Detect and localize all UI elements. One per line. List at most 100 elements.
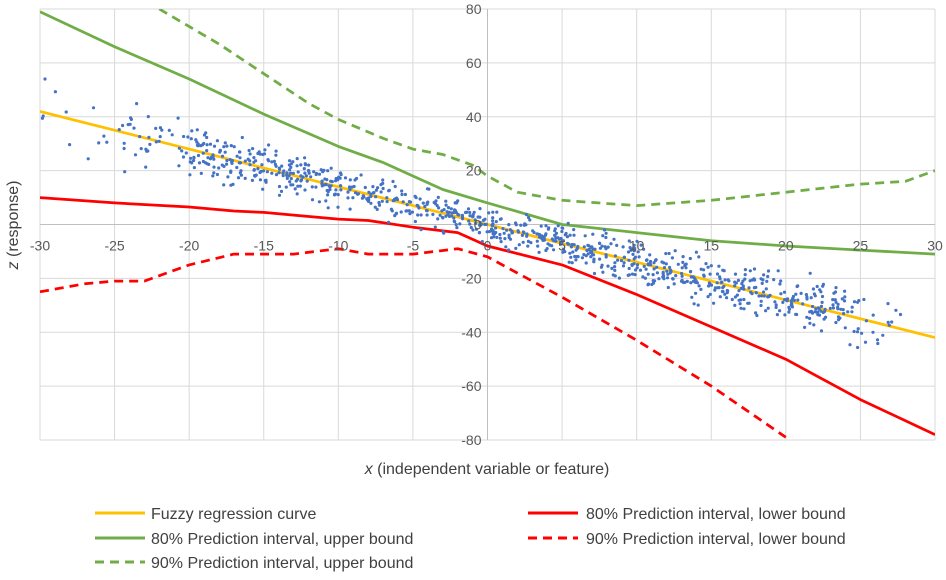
scatter-point bbox=[296, 170, 300, 174]
scatter-point bbox=[250, 178, 254, 182]
scatter-point bbox=[565, 241, 570, 245]
scatter-point bbox=[848, 343, 852, 347]
scatter-point bbox=[267, 159, 271, 163]
scatter-point bbox=[843, 295, 847, 299]
scatter-point bbox=[205, 162, 209, 166]
legend-label-lower80: 80% Prediction interval, lower bound bbox=[586, 506, 846, 523]
scatter-point bbox=[291, 171, 295, 175]
scatter-point bbox=[831, 298, 835, 302]
scatter-point bbox=[871, 313, 875, 317]
scatter-point bbox=[715, 281, 719, 285]
scatter-point bbox=[522, 223, 527, 227]
scatter-point bbox=[495, 235, 499, 239]
scatter-point bbox=[817, 313, 822, 317]
scatter-point bbox=[661, 270, 665, 274]
scatter-point bbox=[662, 277, 666, 281]
scatter-point bbox=[474, 221, 478, 225]
scatter-point bbox=[550, 237, 554, 241]
scatter-point bbox=[195, 143, 199, 147]
scatter-point bbox=[192, 166, 196, 170]
scatter-point bbox=[225, 162, 229, 166]
scatter-point bbox=[188, 173, 192, 177]
scatter-point bbox=[217, 166, 221, 170]
scatter-point bbox=[400, 192, 404, 197]
scatter-point bbox=[432, 200, 436, 205]
scatter-point bbox=[857, 299, 861, 303]
scatter-point bbox=[273, 162, 277, 166]
scatter-point bbox=[708, 292, 712, 296]
scatter-point bbox=[641, 275, 645, 279]
y-tick-label: -20 bbox=[461, 270, 481, 286]
scatter-point bbox=[201, 151, 205, 155]
scatter-point bbox=[680, 266, 684, 270]
scatter-point bbox=[681, 280, 686, 285]
scatter-point bbox=[548, 243, 552, 247]
scatter-point bbox=[852, 300, 857, 304]
scatter-point bbox=[536, 244, 540, 248]
scatter-point bbox=[665, 269, 669, 273]
scatter-point bbox=[691, 275, 695, 279]
scatter-point bbox=[320, 182, 324, 186]
scatter-point bbox=[842, 299, 847, 303]
scatter-point bbox=[324, 199, 328, 203]
scatter-point bbox=[517, 243, 521, 247]
scatter-point bbox=[764, 309, 768, 313]
scatter-point bbox=[194, 138, 198, 142]
scatter-point bbox=[188, 160, 192, 164]
scatter-point bbox=[305, 179, 309, 183]
scatter-point bbox=[205, 143, 209, 147]
scatter-point bbox=[498, 217, 502, 221]
scatter-point bbox=[709, 264, 713, 268]
scatter-point bbox=[433, 225, 437, 229]
scatter-point bbox=[742, 297, 746, 302]
scatter-point bbox=[192, 156, 196, 160]
scatter-point bbox=[374, 195, 378, 199]
scatter-point bbox=[852, 329, 856, 334]
scatter-point bbox=[755, 313, 759, 318]
scatter-point bbox=[223, 150, 227, 154]
scatter-point bbox=[662, 266, 667, 270]
scatter-point bbox=[295, 157, 299, 161]
scatter-point bbox=[220, 154, 225, 158]
scatter-point bbox=[329, 184, 333, 188]
scatter-point bbox=[494, 220, 498, 224]
scatter-point bbox=[212, 171, 216, 175]
scatter-point bbox=[766, 306, 770, 310]
scatter-point bbox=[310, 185, 314, 189]
scatter-point bbox=[446, 206, 451, 210]
scatter-point bbox=[750, 278, 755, 282]
scatter-point bbox=[613, 254, 618, 258]
scatter-point bbox=[400, 189, 404, 193]
scatter-point bbox=[135, 102, 139, 106]
scatter-point bbox=[805, 315, 809, 319]
scatter-point bbox=[299, 174, 303, 178]
scatter-point bbox=[717, 264, 721, 268]
scatter-point bbox=[819, 304, 824, 308]
scatter-point bbox=[768, 293, 772, 297]
scatter-point bbox=[211, 174, 215, 178]
scatter-point bbox=[454, 223, 458, 227]
legend-label-lower90: 90% Prediction interval, lower bound bbox=[586, 531, 846, 548]
scatter-point bbox=[604, 231, 608, 235]
scatter-point bbox=[457, 213, 461, 217]
scatter-point bbox=[43, 77, 47, 81]
scatter-point bbox=[520, 233, 525, 237]
scatter-point bbox=[759, 303, 763, 308]
scatter-point bbox=[285, 171, 289, 175]
scatter-point bbox=[822, 317, 826, 321]
scatter-point bbox=[809, 296, 813, 300]
scatter-point bbox=[267, 143, 271, 147]
scatter-point bbox=[568, 233, 572, 237]
scatter-point bbox=[133, 153, 138, 157]
scatter-point bbox=[329, 166, 333, 170]
scatter-point bbox=[819, 329, 824, 333]
scatter-point bbox=[485, 230, 489, 234]
scatter-point bbox=[886, 320, 890, 324]
scatter-point bbox=[189, 137, 193, 141]
scatter-point bbox=[379, 183, 383, 187]
scatter-point bbox=[277, 171, 281, 175]
legend-label-fuzzy: Fuzzy regression curve bbox=[151, 506, 316, 523]
scatter-point bbox=[444, 199, 448, 203]
scatter-point bbox=[481, 218, 486, 222]
